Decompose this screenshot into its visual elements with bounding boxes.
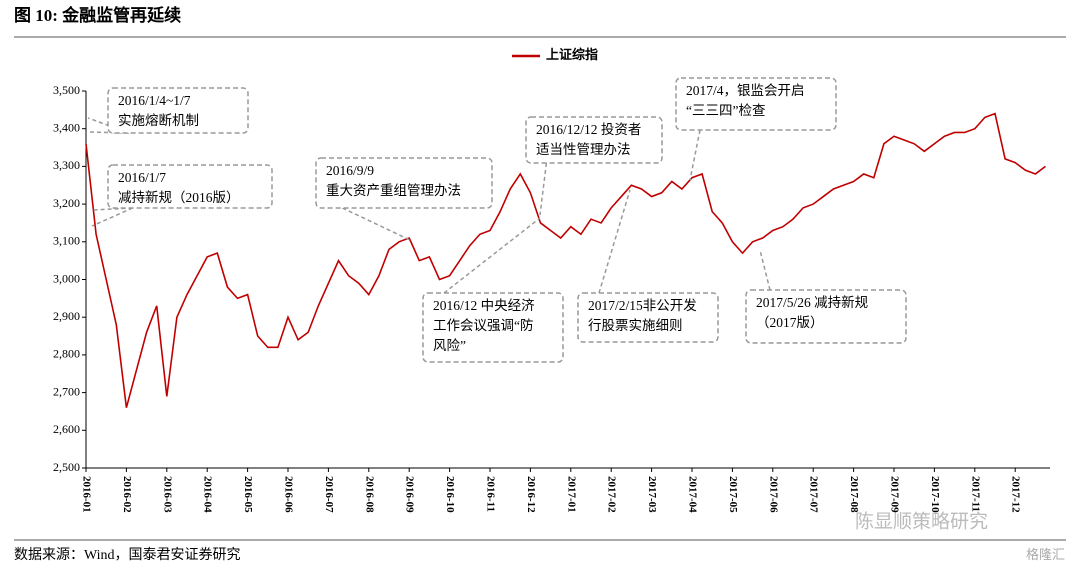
annotation-text: 风险” — [433, 338, 466, 353]
annotation-text: 行股票实施细则 — [588, 318, 683, 333]
x-tick-label: 2017-07 — [808, 476, 820, 513]
annotation-box — [525, 116, 663, 164]
x-tick-label: 2017-11 — [969, 476, 981, 512]
x-tick-label: 2017-05 — [727, 476, 739, 513]
x-tick-label: 2017-03 — [646, 476, 658, 513]
x-tick-label: 2017-09 — [888, 476, 900, 513]
annotation-text: 2016/12/12 投资者 — [536, 122, 641, 137]
source-note: 数据来源：Wind，国泰君安证券研究 — [14, 547, 241, 563]
annotation-box — [315, 157, 493, 209]
annotation-text: 2016/1/7 — [118, 170, 166, 185]
y-tick-label: 3,400 — [53, 120, 80, 134]
annotation-pointer — [91, 207, 133, 227]
x-tick-label: 2016-07 — [323, 476, 335, 513]
x-tick-label: 2016-03 — [161, 476, 173, 513]
x-tick-label: 2016-09 — [404, 476, 416, 513]
y-tick-label: 2,700 — [53, 384, 80, 398]
x-tick-label: 2017-12 — [1010, 476, 1022, 513]
x-tick-label: 2016-05 — [242, 476, 254, 513]
annotation-text: 2017/4，银监会开启 — [686, 83, 805, 98]
y-tick-label: 3,200 — [53, 196, 80, 210]
annotation-text: 适当性管理办法 — [536, 142, 631, 157]
annotation-pointer — [91, 207, 133, 211]
annotation-text: 2016/1/4~1/7 — [118, 93, 191, 108]
annotation-text: 2016/12 中央经济 — [433, 298, 535, 313]
x-tick-label: 2016-11 — [484, 476, 496, 512]
data-line — [85, 112, 1046, 408]
x-tick-label: 2016-02 — [121, 476, 133, 513]
annotation-text: （2017版） — [756, 315, 824, 330]
annotation-pointer — [689, 129, 701, 181]
annotation-box — [675, 77, 837, 131]
x-tick-label: 2016-04 — [202, 476, 214, 513]
annotation-text: 2017/5/26 减持新规 — [756, 295, 868, 310]
y-tick-label: 2,800 — [53, 347, 80, 361]
logo: 格隆汇 — [1026, 547, 1065, 562]
y-tick-label: 3,300 — [53, 158, 80, 172]
annotation-pointer — [443, 217, 541, 294]
x-tick-label: 2016-12 — [525, 476, 537, 513]
x-tick-label: 2017-06 — [767, 476, 779, 513]
annotation-text: 减持新规（2016版） — [118, 190, 240, 205]
annotation-pointer — [598, 189, 631, 294]
annotation-box — [745, 289, 907, 344]
x-tick-label: 2016-01 — [80, 476, 92, 513]
annotation-pointer — [539, 162, 548, 216]
annotation-pointer — [759, 249, 771, 291]
y-tick-label: 3,100 — [53, 234, 80, 248]
annotation-text: “三三四”检查 — [686, 103, 766, 118]
x-tick-label: 2016-06 — [282, 476, 294, 513]
y-tick-label: 2,600 — [53, 422, 80, 436]
x-tick-label: 2016-10 — [444, 476, 456, 513]
annotation-text: 工作会议强调“防 — [433, 318, 534, 333]
y-tick-label: 2,900 — [53, 309, 80, 323]
x-tick-label: 2017-04 — [686, 476, 698, 513]
page-title: 图 10: 金融监管再延续 — [14, 5, 181, 25]
x-tick-label: 2017-02 — [606, 476, 618, 513]
x-tick-label: 2017-10 — [929, 476, 941, 513]
y-tick-label: 3,000 — [53, 271, 80, 285]
annotation-text: 实施熔断机制 — [118, 113, 199, 128]
legend-label: 上证综指 — [546, 47, 598, 62]
x-tick-label: 2017-01 — [565, 476, 577, 513]
annotation-box — [107, 87, 249, 134]
y-tick-label: 3,500 — [53, 83, 80, 97]
annotation-text: 2016/9/9 — [326, 163, 374, 178]
annotation-text: 重大资产重组管理办法 — [326, 183, 461, 198]
annotation-box — [422, 292, 564, 363]
x-tick-label: 2016-08 — [363, 476, 375, 513]
annotation-text: 2017/2/15非公开发 — [588, 298, 697, 313]
x-tick-label: 2017-08 — [848, 476, 860, 513]
annotation-box — [107, 164, 273, 209]
watermark: 陈显顺策略研究 — [855, 510, 988, 532]
annotation-box — [577, 292, 719, 343]
y-tick-label: 2,500 — [53, 460, 80, 474]
annotation-pointer — [342, 207, 411, 241]
